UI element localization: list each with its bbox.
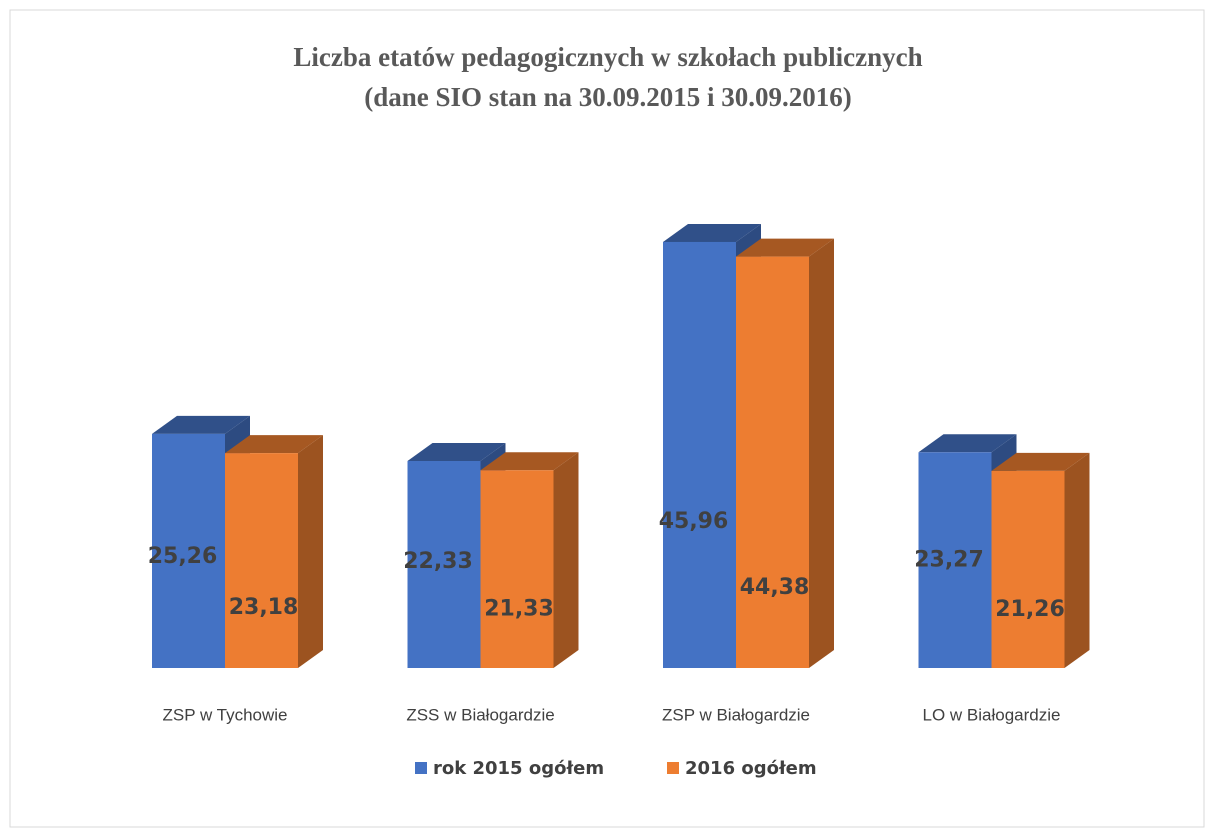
legend-label: rok 2015 ogółem bbox=[433, 758, 604, 779]
legend-swatch bbox=[415, 762, 427, 774]
value-label: 25,26 bbox=[148, 544, 218, 569]
x-tick-label: ZSS w Białogardzie bbox=[406, 705, 554, 724]
bar-front bbox=[480, 470, 554, 668]
bar bbox=[480, 452, 579, 668]
legend-swatch bbox=[667, 762, 679, 774]
bar-side bbox=[809, 238, 834, 668]
bar-front bbox=[152, 433, 225, 668]
value-label: 23,18 bbox=[229, 595, 299, 620]
value-label: 23,27 bbox=[914, 547, 984, 572]
bar-top bbox=[918, 434, 1017, 453]
x-tick-label: ZSP w Białogardzie bbox=[662, 705, 810, 724]
x-tick-label: LO w Białogardzie bbox=[923, 705, 1061, 724]
bar-front bbox=[225, 453, 298, 668]
bar-front bbox=[918, 452, 992, 668]
bar-top bbox=[225, 435, 323, 454]
bar-front bbox=[991, 470, 1065, 668]
value-label: 22,33 bbox=[403, 549, 473, 574]
bar-side bbox=[1064, 452, 1090, 668]
bar-side bbox=[553, 452, 579, 668]
bar-top bbox=[152, 415, 250, 434]
value-label: 21,26 bbox=[995, 597, 1065, 622]
bar bbox=[991, 452, 1090, 668]
bar-top bbox=[663, 223, 761, 242]
bar bbox=[736, 238, 834, 668]
legend-label: 2016 ogółem bbox=[685, 758, 817, 779]
chart-title: Liczba etatów pedagogicznych w szkołach … bbox=[293, 42, 922, 72]
bar-side bbox=[298, 435, 323, 668]
bar-top bbox=[407, 443, 506, 462]
bar bbox=[225, 435, 323, 668]
value-label: 44,38 bbox=[740, 575, 810, 600]
bar-front bbox=[736, 256, 809, 668]
value-label: 45,96 bbox=[659, 509, 729, 534]
value-label: 21,33 bbox=[484, 597, 554, 622]
bar-top bbox=[991, 452, 1090, 471]
x-tick-label: ZSP w Tychowie bbox=[162, 705, 287, 724]
bar-top bbox=[480, 452, 579, 471]
bar-front bbox=[663, 241, 736, 668]
bar-front bbox=[407, 461, 481, 668]
bar-top bbox=[736, 238, 834, 257]
chart-subtitle: (dane SIO stan na 30.09.2015 i 30.09.201… bbox=[364, 82, 852, 112]
